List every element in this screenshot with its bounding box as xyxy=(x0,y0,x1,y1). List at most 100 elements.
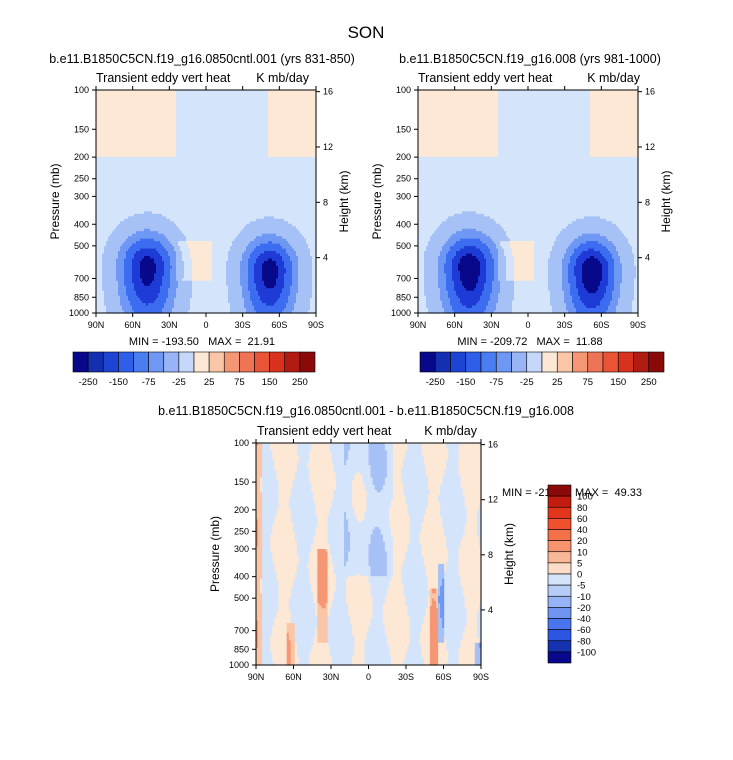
heatmap-cell xyxy=(256,161,259,165)
heatmap-cell xyxy=(314,134,317,138)
heatmap-cell xyxy=(266,139,269,143)
heatmap-cell xyxy=(170,132,173,136)
heatmap-cell xyxy=(290,102,293,106)
heatmap-cell xyxy=(218,127,221,131)
heatmap-cell xyxy=(250,154,253,158)
heatmap-cell xyxy=(122,127,125,131)
heatmap-cell xyxy=(250,146,253,151)
heatmap-cell xyxy=(202,90,205,94)
heatmap-cell xyxy=(212,97,215,101)
heatmap-cell xyxy=(244,149,247,153)
heatmap-cell xyxy=(112,104,115,108)
heatmap-cell xyxy=(148,107,151,111)
heatmap-cell xyxy=(246,161,249,165)
heatmap-cell xyxy=(136,146,139,151)
heatmap-cell xyxy=(236,97,239,101)
heatmap-cell xyxy=(198,122,201,126)
heatmap-cell xyxy=(126,104,129,108)
heatmap-cell xyxy=(198,107,201,111)
heatmap-cell xyxy=(220,139,223,143)
heatmap-cell xyxy=(124,159,127,163)
heatmap-cell xyxy=(250,144,253,148)
heatmap-cell xyxy=(108,112,111,116)
heatmap-cell xyxy=(274,97,277,101)
heatmap-cell xyxy=(244,104,247,108)
heatmap-cell xyxy=(108,97,111,101)
heatmap-cell xyxy=(190,134,193,138)
heatmap-cell xyxy=(100,124,103,128)
heatmap-cell xyxy=(170,129,173,133)
heatmap-cell xyxy=(114,127,117,131)
heatmap-cell xyxy=(254,92,257,96)
heatmap-cell xyxy=(104,146,107,151)
heatmap-cell xyxy=(250,119,253,123)
heatmap-cell xyxy=(158,97,161,101)
heatmap-cell xyxy=(306,132,309,136)
heatmap-cell xyxy=(288,137,291,141)
heatmap-cell xyxy=(224,102,227,106)
heatmap-cell xyxy=(124,92,127,96)
heatmap-cell xyxy=(244,146,247,151)
heatmap-cell xyxy=(138,139,141,143)
heatmap-cell xyxy=(268,137,271,141)
heatmap-cell xyxy=(222,94,225,99)
heatmap-cell xyxy=(104,112,107,116)
heatmap-cell xyxy=(236,122,239,126)
heatmap-cell xyxy=(248,154,251,158)
heatmap-cell xyxy=(116,94,119,99)
heatmap-cell xyxy=(168,144,171,148)
heatmap-cell xyxy=(176,154,179,158)
heatmap-cell xyxy=(304,139,307,143)
heatmap-cell xyxy=(304,132,307,136)
heatmap-cell xyxy=(298,132,301,136)
heatmap-cell xyxy=(128,149,131,153)
heatmap-cell xyxy=(276,129,279,133)
heatmap-cell xyxy=(106,90,109,94)
heatmap-cell xyxy=(248,151,251,156)
heatmap-cell xyxy=(162,119,165,123)
heatmap-cell xyxy=(206,109,209,113)
heatmap-cell xyxy=(200,109,203,113)
heatmap-cell xyxy=(142,107,145,111)
heatmap-cell xyxy=(180,137,183,141)
heatmap-cell xyxy=(314,107,317,111)
heatmap-cell xyxy=(158,114,161,118)
heatmap-cell xyxy=(264,159,267,163)
heatmap-cell xyxy=(278,119,281,123)
heatmap-cell xyxy=(238,97,241,101)
heatmap-cell xyxy=(130,132,133,136)
heatmap-cell xyxy=(134,107,137,111)
heatmap-cell xyxy=(238,137,241,141)
heatmap-cell xyxy=(288,159,291,163)
heatmap-cell xyxy=(262,142,265,146)
panel-1-plot: 90N 60N 30N 0 30S 60S 90S100150200250300400500… xyxy=(48,85,351,330)
heatmap-cell xyxy=(176,94,179,99)
heatmap-cell xyxy=(310,122,313,126)
heatmap-cell xyxy=(200,134,203,138)
heatmap-cell xyxy=(126,134,129,138)
heatmap-cell xyxy=(236,117,239,121)
heatmap-cell xyxy=(110,144,113,148)
heatmap-cell xyxy=(194,124,197,128)
heatmap-cell xyxy=(210,119,213,123)
heatmap-cell xyxy=(280,151,283,156)
heatmap-cell xyxy=(160,117,163,121)
heatmap-cell xyxy=(306,151,309,156)
heatmap-cell xyxy=(184,144,187,148)
heatmap-cell xyxy=(132,149,135,153)
heatmap-cell xyxy=(102,114,105,118)
heatmap-cell xyxy=(312,142,315,146)
heatmap-cell xyxy=(182,151,185,156)
heatmap-cell xyxy=(160,112,163,116)
heatmap-cell xyxy=(254,119,257,123)
heatmap-cell xyxy=(290,94,293,99)
heatmap-cell xyxy=(190,112,193,116)
heatmap-cell xyxy=(162,112,165,116)
heatmap-cell xyxy=(190,117,193,121)
heatmap-cell xyxy=(278,109,281,113)
heatmap-cell xyxy=(284,156,287,160)
heatmap-cell xyxy=(148,149,151,153)
heatmap-cell xyxy=(182,139,185,143)
heatmap-cell xyxy=(150,94,153,99)
heatmap-cell xyxy=(114,159,117,163)
